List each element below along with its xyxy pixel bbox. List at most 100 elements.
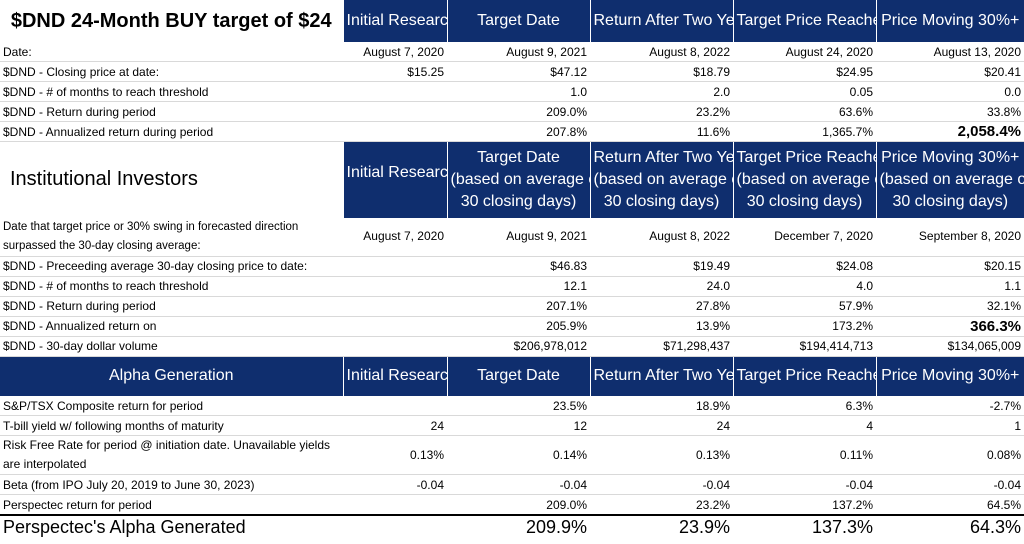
cell: 0.11%	[733, 435, 876, 475]
cell: 63.6%	[733, 101, 876, 122]
table-row: $DND - 30-day dollar volume $206,978,012 $…	[0, 336, 1024, 357]
row-label: $DND - # of months to reach threshold	[0, 81, 343, 102]
table-row: Perspectec return for period 209.0% 23.2% 1…	[0, 494, 1024, 516]
cell: $134,065,009	[876, 336, 1024, 357]
cell: 207.1%	[447, 296, 590, 317]
section3-header: Alpha Generation Initial Research Target…	[0, 356, 1024, 396]
cell: 24	[590, 415, 733, 436]
cell: $194,414,713	[733, 336, 876, 357]
cell: August 24, 2020	[733, 42, 876, 62]
row-label: $DND - Return during period	[0, 101, 343, 122]
cell: $46.83	[447, 256, 590, 277]
cell: 1,365.7%	[733, 121, 876, 142]
cell: 12	[447, 415, 590, 436]
cell: -2.7%	[876, 396, 1024, 416]
table-row: Risk Free Rate for period @ initiation d…	[0, 435, 1024, 475]
section1-title: $DND 24-Month BUY target of $24	[0, 0, 344, 42]
cell	[343, 396, 447, 416]
cell: 4	[733, 415, 876, 436]
col-initial-research: Initial Research	[343, 356, 448, 396]
cell: August 7, 2020	[343, 42, 447, 62]
cell: $206,978,012	[447, 336, 590, 357]
cell: August 8, 2022	[590, 217, 733, 257]
cell: $18.79	[590, 61, 733, 82]
col-initial-research: Initial Research	[343, 141, 448, 218]
cell: 33.8%	[876, 101, 1024, 122]
cell: August 9, 2021	[447, 217, 590, 257]
col-price-moving-avg: Price Moving 30%+ (based on average of 30 …	[876, 141, 1024, 218]
cell: $47.12	[447, 61, 590, 82]
cell: 64.5%	[876, 494, 1024, 516]
cell: 11.6%	[590, 121, 733, 142]
cell: August 9, 2021	[447, 42, 590, 62]
cell: 4.0	[733, 276, 876, 297]
cell: 2,058.4%	[876, 121, 1024, 142]
cell: $15.25	[343, 61, 447, 82]
cell: 205.9%	[447, 316, 590, 337]
col-line: 30 closing days)	[892, 192, 1009, 210]
cell	[343, 121, 447, 142]
cell: $20.41	[876, 61, 1024, 82]
cell: 32.1%	[876, 296, 1024, 317]
cell: 0.0	[876, 81, 1024, 102]
cell	[343, 296, 447, 317]
row-label: Date:	[0, 42, 343, 62]
col-line: Return After Two Years	[593, 148, 733, 166]
col-return-two-years: Return After Two Years	[590, 356, 734, 396]
col-return-two-years-avg: Return After Two Years (based on average …	[590, 141, 734, 218]
col-line: (based on average of	[593, 170, 733, 188]
cell: 23.2%	[590, 101, 733, 122]
cell: 13.9%	[590, 316, 733, 337]
row-label: $DND - Annualized return on	[0, 316, 343, 337]
section1-header: $DND 24-Month BUY target of $24 Initial …	[0, 0, 1024, 42]
table-row: Date that target price or 30% swing in f…	[0, 217, 1024, 257]
cell	[343, 101, 447, 122]
row-label: $DND - Closing price at date:	[0, 61, 343, 82]
cell	[343, 256, 447, 277]
cell: -0.04	[733, 474, 876, 495]
row-label: $DND - # of months to reach threshold	[0, 276, 343, 297]
cell: 1	[876, 415, 1024, 436]
cell: $24.08	[733, 256, 876, 277]
table-row: $DND - # of months to reach threshold 12.…	[0, 276, 1024, 297]
cell: $24.95	[733, 61, 876, 82]
section2-header: Institutional Investors Initial Research…	[0, 141, 1024, 218]
cell: 207.8%	[447, 121, 590, 142]
row-label: $DND - Preceeding average 30-day closing…	[0, 256, 343, 277]
col-line: Target Date	[477, 148, 560, 166]
section2-title: Institutional Investors	[0, 141, 344, 218]
row-label: $DND - Return during period	[0, 296, 343, 317]
col-line: (based on average of	[450, 170, 590, 188]
table-row: $DND - Preceeding average 30-day closing…	[0, 256, 1024, 277]
cell: 137.2%	[733, 494, 876, 516]
cell: August 8, 2022	[590, 42, 733, 62]
col-price-moving: Price Moving 30%+	[876, 0, 1024, 42]
cell: 23.5%	[447, 396, 590, 416]
cell: December 7, 2020	[733, 217, 876, 257]
alpha-cell: 64.3%	[969, 516, 1021, 537]
cell: -0.04	[590, 474, 733, 495]
table-row: $DND - # of months to reach threshold 1.0…	[0, 81, 1024, 102]
cell: -0.04	[447, 474, 590, 495]
table-row: T-bill yield w/ following months of matu…	[0, 415, 1024, 436]
cell: September 8, 2020	[876, 217, 1024, 257]
table-row: $DND - Annualized return during period 20…	[0, 121, 1024, 142]
col-initial-research: Initial Research	[343, 0, 448, 42]
cell: 0.05	[733, 81, 876, 102]
cell: 24	[343, 415, 447, 436]
alpha-cell: 23.9%	[678, 516, 730, 537]
cell	[343, 316, 447, 337]
cell	[343, 336, 447, 357]
col-line: (based on average of	[736, 170, 876, 188]
cell: August 7, 2020	[343, 217, 447, 257]
section3-title: Alpha Generation	[0, 356, 344, 396]
cell: 6.3%	[733, 396, 876, 416]
cell: 173.2%	[733, 316, 876, 337]
alpha-cell: 137.3%	[811, 516, 873, 537]
cell	[343, 494, 447, 516]
col-target-price: Target Price Reached	[733, 356, 877, 396]
cell: 24.0	[590, 276, 733, 297]
row-label: Date that target price or 30% swing in f…	[0, 217, 343, 257]
cell: 366.3%	[876, 316, 1024, 337]
